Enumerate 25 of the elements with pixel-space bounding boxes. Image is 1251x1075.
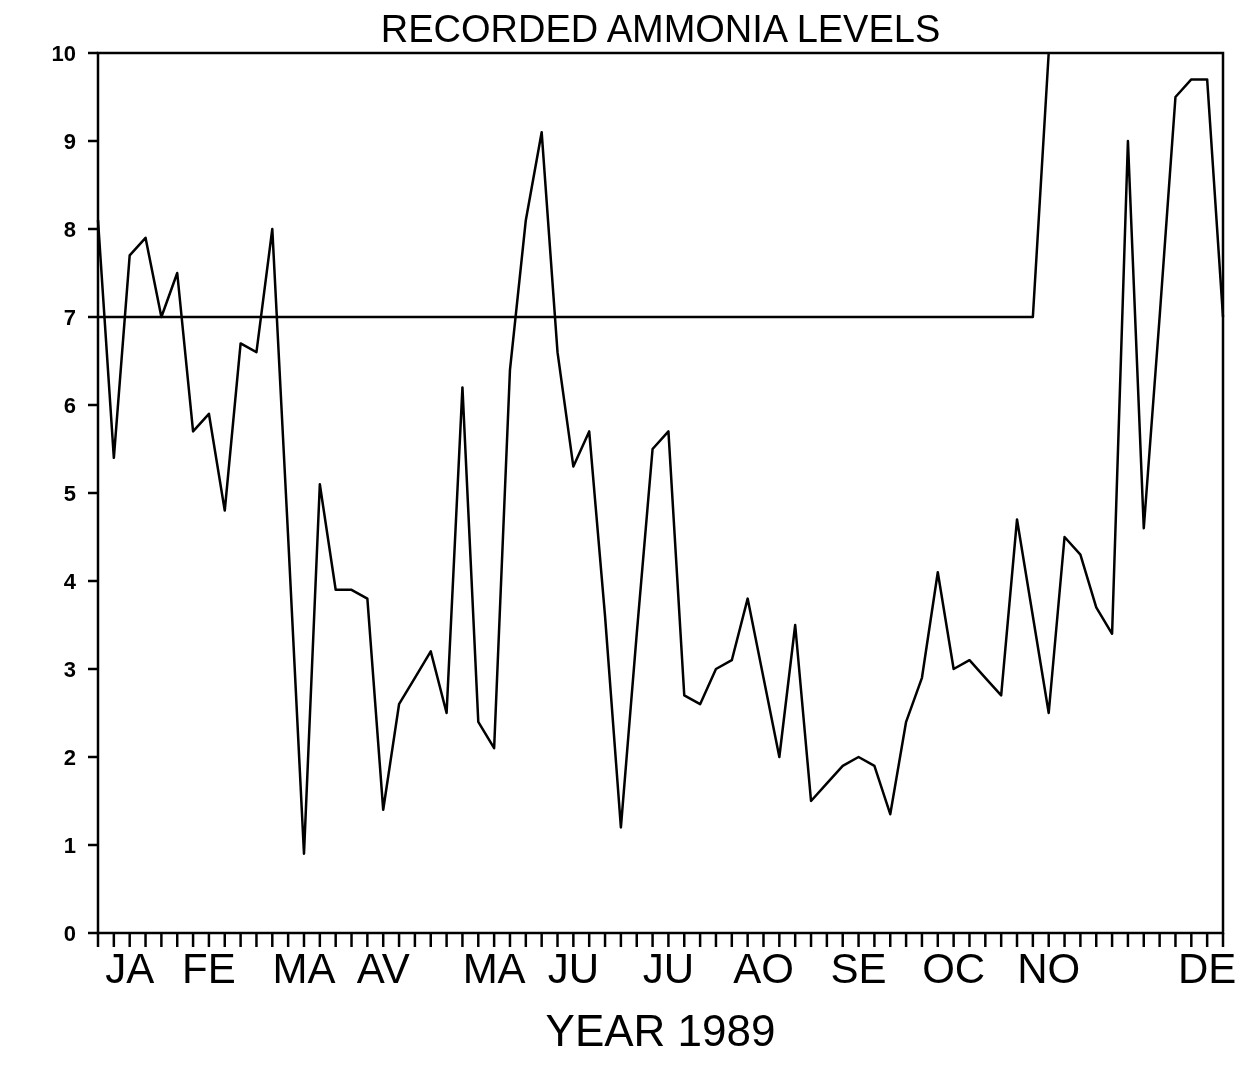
x-axis-title: YEAR 1989 — [545, 1006, 776, 1055]
x-tick-label: JA — [105, 945, 155, 992]
x-tick-label: MA — [272, 945, 336, 992]
x-tick-label: JU — [642, 945, 695, 992]
chart-title: RECORDED AMMONIA LEVELS — [380, 8, 941, 50]
x-tick-label: MA — [462, 945, 526, 992]
y-tick-label: 9 — [63, 128, 76, 154]
y-tick-label: 2 — [63, 744, 76, 770]
y-tick-label: 4 — [63, 568, 77, 594]
x-tick-label: FE — [182, 945, 236, 992]
y-tick-label: 6 — [63, 392, 76, 418]
y-tick-label: 3 — [63, 656, 76, 682]
x-tick-label: SE — [830, 945, 887, 992]
y-tick-label: 0 — [63, 920, 76, 946]
y-tick-label: 8 — [63, 216, 76, 242]
x-tick-label: AO — [733, 945, 794, 992]
y-tick-label: 7 — [63, 304, 76, 330]
x-tick-label: NO — [1017, 945, 1081, 992]
y-tick-label: 1 — [63, 832, 76, 858]
x-tick-label: OC — [922, 945, 986, 992]
x-tick-label: AV — [356, 945, 410, 992]
x-tick-label: JU — [547, 945, 600, 992]
y-tick-label: 10 — [51, 40, 76, 66]
y-tick-label: 5 — [63, 480, 76, 506]
x-tick-label: DE — [1177, 945, 1237, 992]
